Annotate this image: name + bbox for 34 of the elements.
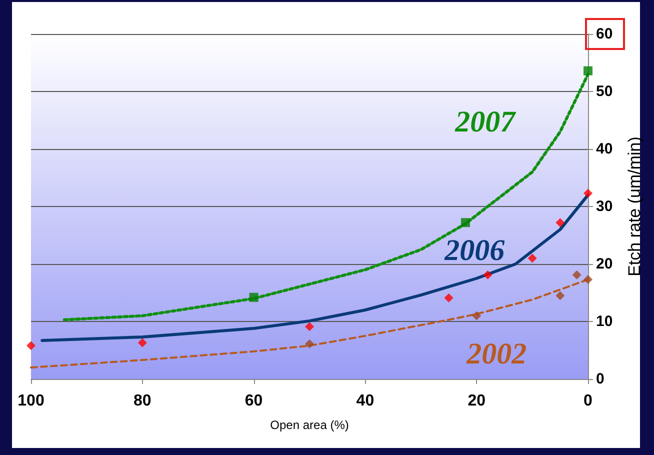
x-tick-label: 60 (244, 392, 263, 410)
point (305, 339, 314, 348)
point (472, 311, 482, 320)
y-tick-label: 50 (596, 83, 613, 100)
point (305, 322, 314, 332)
y-tick-label: 60 (596, 26, 613, 42)
y-tick-label: 30 (596, 198, 613, 215)
point (584, 188, 592, 198)
series-label: 2002 (466, 338, 527, 371)
x-tick-label: 20 (468, 392, 486, 410)
y-tick-label: 40 (596, 140, 613, 158)
y-tick-label: 20 (596, 256, 613, 272)
point (444, 293, 454, 302)
y-tick-label: 0 (596, 370, 604, 388)
x-axis-title: Open area (%) (270, 418, 349, 432)
point (138, 338, 147, 348)
x-tick-label: 40 (356, 392, 374, 410)
y-axis-title: Etch rate (um/min) (625, 136, 644, 276)
series-label: 2007 (454, 105, 516, 138)
x-tick-label: 0 (584, 392, 593, 410)
point (249, 292, 258, 302)
series-label: 2006 (444, 234, 505, 267)
point (460, 218, 470, 228)
x-tick-label: 80 (134, 392, 152, 410)
point (556, 291, 565, 300)
point (528, 254, 537, 263)
point (584, 66, 592, 76)
y-tick-label: 10 (596, 313, 613, 330)
point (572, 270, 582, 280)
point (556, 218, 565, 228)
point (584, 275, 592, 284)
point (483, 270, 492, 280)
x-tick-label: 100 (18, 392, 44, 410)
point (26, 341, 36, 350)
